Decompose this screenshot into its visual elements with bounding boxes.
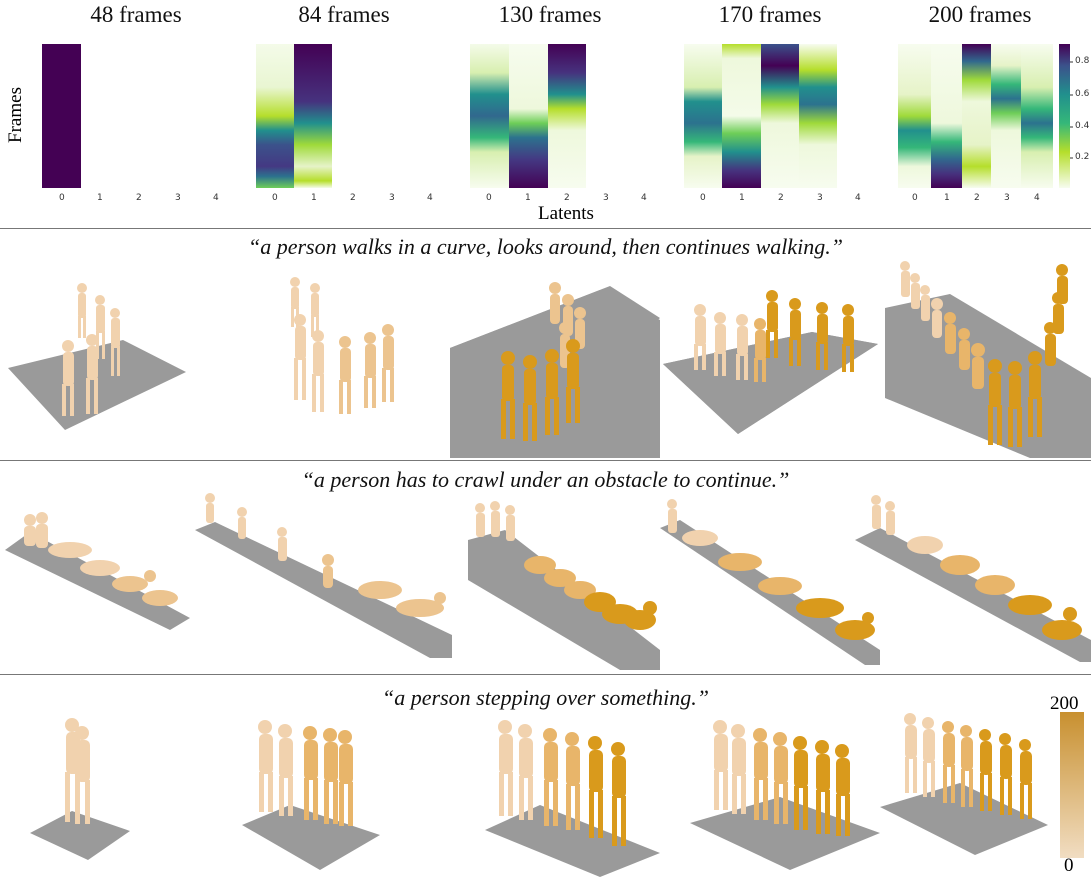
heatmap-84-cell-0 <box>256 44 294 188</box>
latent-tick: 0 <box>912 193 918 203</box>
heatmap-200-cell-2 <box>962 44 991 188</box>
latent-tick: 3 <box>175 193 181 203</box>
latent-tick: 4 <box>213 193 219 203</box>
heatmap-84-cell-1 <box>294 44 332 188</box>
human-figure-group <box>62 283 120 416</box>
latent-tick: 2 <box>974 193 980 203</box>
latent-tick: 0 <box>486 193 492 203</box>
floor-plane <box>468 530 660 670</box>
latent-tick: 1 <box>944 193 950 203</box>
human-figure-group <box>667 499 875 640</box>
heatmap-130-cell-0 <box>470 44 509 188</box>
heatmap-130-cell-2 <box>548 44 586 188</box>
heatmap-170-cell-0 <box>684 44 722 188</box>
floor-plane <box>880 783 1048 855</box>
latent-tick: 3 <box>1004 193 1010 203</box>
colorbar-tick: 0.6 <box>1075 89 1090 99</box>
latent-tick: 0 <box>700 193 706 203</box>
heatmap-title-84: 84 frames <box>298 2 390 27</box>
floor-plane <box>485 805 660 877</box>
floor-plane <box>5 532 190 630</box>
frame-colorbar <box>1060 712 1084 858</box>
human-figure-group <box>498 720 626 846</box>
latent-tick: 4 <box>855 193 861 203</box>
caption-walk-curve: “a person walks in a curve, looks around… <box>248 234 843 259</box>
floor-plane <box>855 528 1091 662</box>
heatmap-170-cell-3 <box>799 44 837 188</box>
colorbar-tick: 0.8 <box>1075 56 1090 66</box>
divider <box>0 228 1091 229</box>
motion-row-crawl <box>5 493 1091 670</box>
latent-tick: 4 <box>1034 193 1040 203</box>
human-figure-group <box>475 501 657 630</box>
floor-plane <box>30 811 130 860</box>
human-figure-group <box>900 261 1068 447</box>
human-figure-group <box>258 720 353 826</box>
latent-tick: 3 <box>389 193 395 203</box>
latent-tick: 0 <box>59 193 65 203</box>
human-figure-group <box>713 720 850 836</box>
human-figure-group <box>24 512 178 606</box>
heatmap-200-cell-1 <box>931 44 962 188</box>
motion-row-stepping <box>30 713 1048 877</box>
x-axis-label: Latents <box>538 203 594 224</box>
colorbar-tick: 0.4 <box>1075 121 1090 131</box>
latent-tick: 3 <box>817 193 823 203</box>
human-figure-group <box>290 277 324 412</box>
divider <box>0 674 1091 675</box>
human-figure-group <box>65 718 90 824</box>
caption-crawl: “a person has to crawl under an obstacle… <box>301 467 790 492</box>
heatmap-colorbar <box>1059 44 1070 188</box>
latent-tick: 1 <box>525 193 531 203</box>
colorbar-tick: 0.2 <box>1075 152 1090 162</box>
human-figure-group <box>205 493 446 617</box>
human-figure-group <box>694 290 854 382</box>
heatmap-title-48: 48 frames <box>90 2 182 27</box>
heatmap-title-200: 200 frames <box>928 2 1032 27</box>
latent-tick: 4 <box>641 193 647 203</box>
heatmap-170-cell-1 <box>722 44 761 188</box>
heatmap-title-130: 130 frames <box>498 2 602 27</box>
divider <box>0 460 1091 461</box>
floor-plane <box>242 805 380 870</box>
caption-stepping: “a person stepping over something.” <box>382 685 709 710</box>
human-figure-group <box>501 282 586 441</box>
frame-colorbar-min-label: 0 <box>1064 855 1074 876</box>
heatmap-200-cell-3 <box>991 44 1021 188</box>
floor-plane <box>690 797 880 870</box>
human-figure-group <box>871 495 1082 640</box>
frame-colorbar-max-label: 200 <box>1050 693 1079 714</box>
latent-tick: 2 <box>136 193 142 203</box>
latent-tick: 1 <box>97 193 103 203</box>
heatmap-48-cell-0 <box>42 44 81 188</box>
latent-tick: 0 <box>272 193 278 203</box>
latent-tick: 3 <box>603 193 609 203</box>
heatmap-130-cell-1 <box>509 44 548 188</box>
heatmap-200-cell-4 <box>1021 44 1053 188</box>
latent-tick: 2 <box>778 193 784 203</box>
heatmap-row <box>42 44 1073 188</box>
heatmap-title-170: 170 frames <box>718 2 822 27</box>
heatmap-170-cell-2 <box>761 44 799 188</box>
latent-tick: 1 <box>311 193 317 203</box>
latent-tick: 2 <box>350 193 356 203</box>
latent-tick: 1 <box>739 193 745 203</box>
floor-plane <box>195 522 452 658</box>
motion-row-walk <box>8 261 1091 458</box>
latent-tick: 2 <box>564 193 570 203</box>
human-figure-group <box>904 713 1032 819</box>
heatmap-200-cell-0 <box>898 44 931 188</box>
latent-tick: 4 <box>427 193 433 203</box>
